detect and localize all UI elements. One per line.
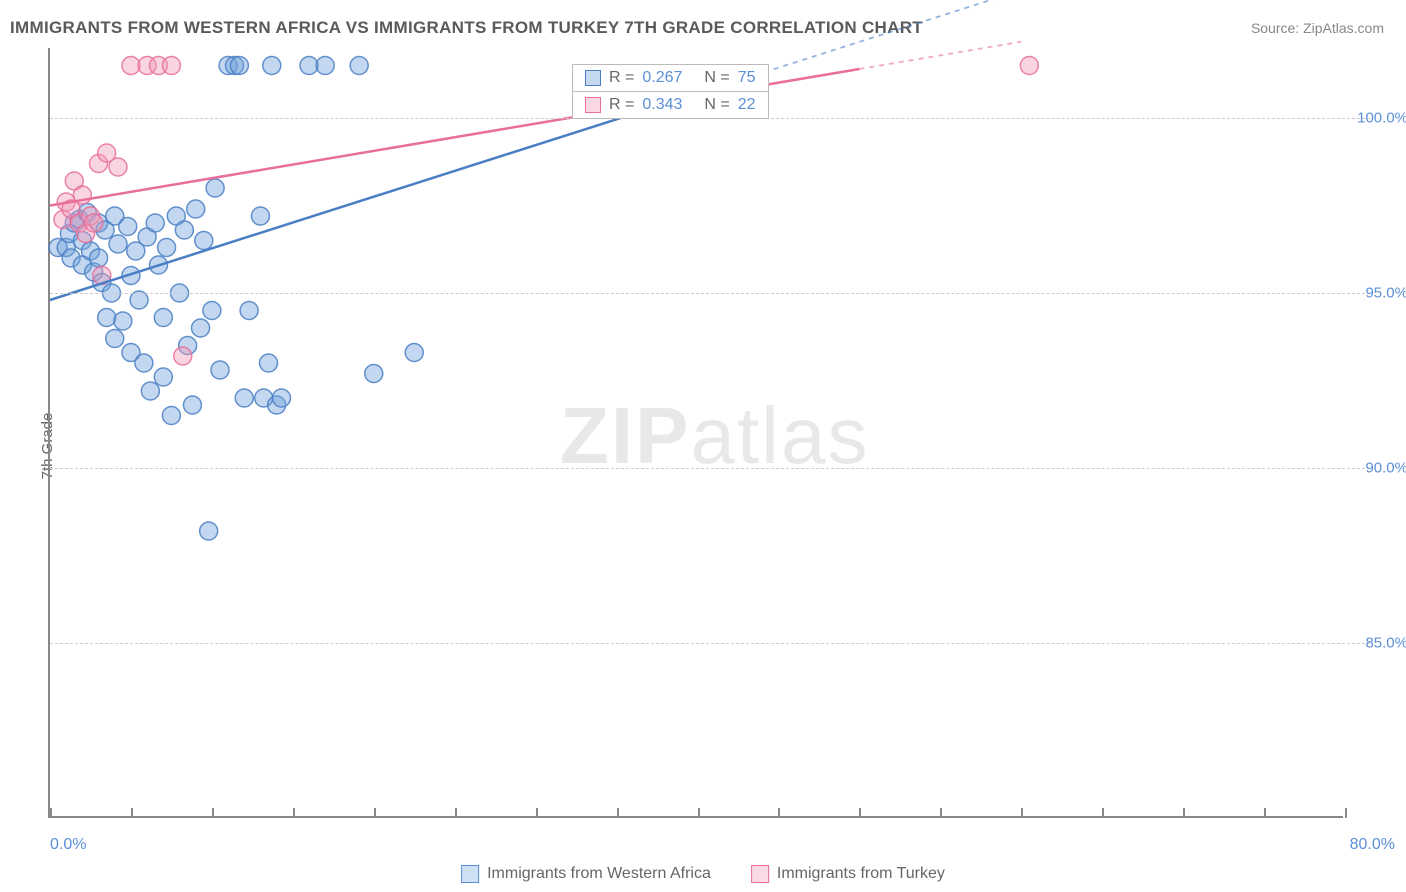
x-tick-label: 80.0% bbox=[1350, 836, 1395, 854]
source-attr: Source: ZipAtlas.com bbox=[1251, 20, 1384, 36]
legend-item-turkey: Immigrants from Turkey bbox=[751, 865, 945, 883]
corr-n-label: N = bbox=[704, 69, 729, 87]
square-icon bbox=[585, 70, 601, 86]
corr-r-label: R = bbox=[609, 69, 634, 87]
y-tick-label: 85.0% bbox=[1365, 635, 1406, 652]
y-tick-label: 90.0% bbox=[1365, 460, 1406, 477]
y-tick-label: 95.0% bbox=[1365, 285, 1406, 302]
plot-area: 85.0%90.0%95.0%100.0%0.0%80.0% bbox=[48, 48, 1343, 818]
corr-n-label: N = bbox=[704, 96, 729, 114]
square-icon bbox=[585, 97, 601, 113]
corr-r-value: 0.343 bbox=[642, 96, 682, 114]
source-link[interactable]: ZipAtlas.com bbox=[1303, 20, 1384, 36]
legend-item-western-africa: Immigrants from Western Africa bbox=[461, 865, 711, 883]
correlation-legend: R = 0.267 N = 75 R = 0.343 N = 22 bbox=[572, 64, 769, 119]
corr-row: R = 0.267 N = 75 bbox=[572, 64, 769, 92]
series-legend: Immigrants from Western Africa Immigrant… bbox=[461, 865, 945, 883]
legend-label: Immigrants from Western Africa bbox=[487, 865, 711, 882]
chart-title: IMMIGRANTS FROM WESTERN AFRICA VS IMMIGR… bbox=[10, 18, 923, 38]
corr-r-label: R = bbox=[609, 96, 634, 114]
square-icon bbox=[751, 865, 769, 883]
x-tick-label: 0.0% bbox=[50, 836, 86, 854]
chart-svg bbox=[50, 48, 1343, 816]
source-prefix: Source: bbox=[1251, 20, 1303, 36]
y-tick-label: 100.0% bbox=[1357, 110, 1406, 127]
corr-n-value: 22 bbox=[738, 96, 756, 114]
square-icon bbox=[461, 865, 479, 883]
corr-row: R = 0.343 N = 22 bbox=[572, 92, 769, 119]
legend-label: Immigrants from Turkey bbox=[777, 865, 945, 882]
corr-r-value: 0.267 bbox=[642, 69, 682, 87]
corr-n-value: 75 bbox=[738, 69, 756, 87]
